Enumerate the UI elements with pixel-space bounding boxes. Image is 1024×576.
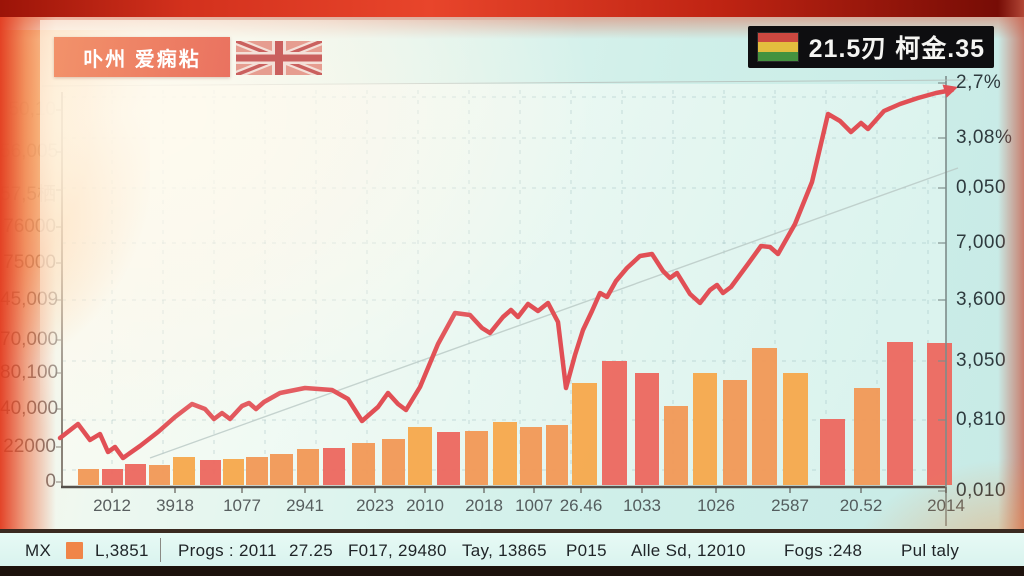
bar	[664, 406, 688, 485]
bar	[102, 469, 123, 485]
x-tick-label: 2023	[356, 496, 394, 515]
bar	[78, 469, 99, 485]
x-tick-label: 1077	[223, 496, 261, 515]
legend-swatch-icon	[66, 542, 83, 559]
x-tick-label: 2587	[771, 496, 809, 515]
status-item: L,3851	[95, 541, 149, 560]
y-right-tick-label: 7,000	[956, 232, 1007, 253]
y-right-tick-label: 0,050	[956, 177, 1007, 198]
bar	[297, 449, 319, 485]
y-left-tick-label: 76000	[3, 216, 56, 237]
y-left-tick-label: 45,009	[0, 289, 59, 310]
status-bar: MX L,3851 Progs : 2011 27.25 F017, 29480 Tay,…	[0, 529, 1024, 567]
chart-title: 卟州 爱痫粘	[83, 48, 201, 71]
x-tick-label: 2012	[93, 496, 131, 515]
y-right-tick-label: 3,050	[956, 350, 1007, 371]
y-left-tick-label: 56,005	[0, 141, 59, 162]
bar	[465, 431, 488, 485]
combo-chart	[41, 76, 969, 526]
bar	[820, 419, 845, 485]
status-item: 27.25	[289, 541, 334, 560]
line-arrow-head	[942, 84, 958, 98]
y-left-tick-label: 0	[45, 471, 56, 492]
bar	[270, 454, 293, 485]
status-item: Tay, 13865	[462, 541, 547, 560]
top-red-band	[0, 0, 1024, 17]
status-item: Fogs :248	[784, 541, 863, 560]
value-badge: 21.5刃 柯金.35	[748, 26, 994, 68]
x-tick-label: 26.46	[559, 496, 603, 515]
x-tick-label: 3918	[156, 496, 194, 515]
bar	[927, 343, 952, 485]
y-right-tick-label: 3,08%	[956, 127, 1013, 148]
y-left-tick-label: 75000	[3, 252, 56, 273]
bar	[352, 443, 375, 485]
status-item: Pul taly	[901, 541, 960, 560]
status-item: Alle Sd, 12010	[631, 541, 746, 560]
bar	[783, 373, 808, 485]
y-right-tick-label: 2,7%	[956, 72, 1002, 93]
bar	[887, 342, 913, 485]
bar	[149, 465, 170, 485]
bar	[520, 427, 542, 485]
bar	[546, 425, 568, 485]
y-left-tick-label: 80,100	[0, 362, 59, 383]
y-right-tick-label: 3,600	[956, 289, 1007, 310]
bar	[493, 422, 517, 485]
bar	[723, 380, 747, 485]
bar	[854, 388, 880, 485]
bar	[602, 361, 627, 485]
x-tick-label: 1026	[697, 496, 735, 515]
x-tick-label: 1033	[623, 496, 661, 515]
bar	[572, 383, 597, 485]
x-tick-label: 2941	[286, 496, 324, 515]
x-tick-label: 2014	[927, 496, 965, 515]
y-left-tick-label: 50,10	[8, 99, 56, 120]
bar	[382, 439, 405, 485]
union-jack-flag-icon	[236, 41, 322, 75]
x-tick-label: 1007	[515, 496, 553, 515]
x-tick-label: 2010	[406, 496, 444, 515]
bar	[200, 460, 221, 485]
bar	[437, 432, 460, 485]
bar	[125, 464, 146, 485]
badge-value: 21.5刃 柯金.35	[808, 35, 985, 63]
y-left-tick-label: 57,5栖	[0, 184, 56, 205]
bar	[635, 373, 659, 485]
bar	[323, 448, 345, 485]
bar	[408, 427, 432, 485]
bar	[246, 457, 268, 485]
bar	[223, 459, 244, 485]
y-left-tick-label: 70,000	[0, 329, 59, 350]
x-tick-label: 20.52	[839, 496, 883, 515]
bar	[173, 457, 195, 485]
status-item: P015	[566, 541, 607, 560]
bar	[752, 348, 777, 485]
chart-title-box: 卟州 爱痫粘	[54, 37, 230, 77]
y-right-tick-label: 0,810	[956, 409, 1007, 430]
status-item: F017, 29480	[348, 541, 447, 560]
tricolor-flag-icon	[757, 32, 799, 62]
y-left-tick-label: 40,000	[0, 398, 59, 419]
y-left-tick-label: 22000	[3, 436, 56, 457]
x-tick-label: 2018	[465, 496, 503, 515]
bar	[693, 373, 717, 485]
status-divider	[160, 538, 161, 562]
status-item: Progs : 2011	[178, 541, 277, 560]
status-item: MX	[25, 541, 52, 560]
bottom-bezel	[0, 566, 1024, 576]
